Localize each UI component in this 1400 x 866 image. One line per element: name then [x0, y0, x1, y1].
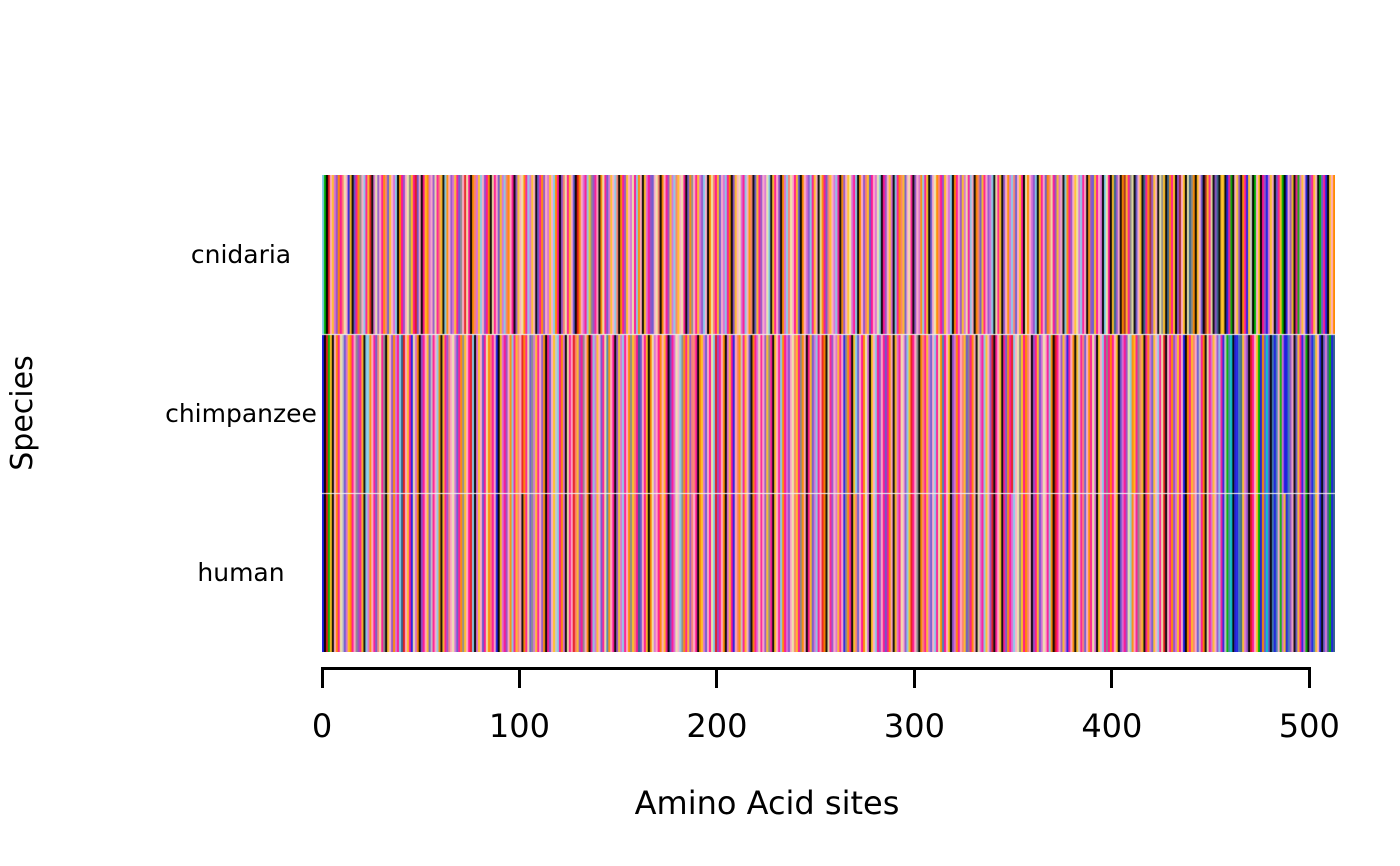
- x-tick-label: 200: [686, 707, 748, 745]
- x-tick-label: 100: [488, 707, 550, 745]
- x-tick-label: 0: [311, 707, 333, 745]
- y-tick-label-cnidaria: cnidaria: [190, 239, 292, 269]
- x-tick: [715, 667, 719, 688]
- x-tick: [1307, 667, 1311, 688]
- x-tick-label: 500: [1278, 707, 1340, 745]
- alignment-canvas: [322, 175, 1335, 652]
- y-tick-label-human: human: [197, 557, 285, 587]
- x-tick: [517, 667, 521, 688]
- x-axis-line: [320, 667, 1311, 670]
- y-tick-label-chimpanzee: chimpanzee: [165, 398, 317, 428]
- x-tick: [320, 667, 324, 688]
- x-tick: [1110, 667, 1114, 688]
- y-axis-title: Species: [5, 355, 40, 471]
- x-tick-label: 400: [1081, 707, 1143, 745]
- x-axis-title: Amino Acid sites: [634, 784, 900, 822]
- x-tick: [912, 667, 916, 688]
- x-tick-label: 300: [883, 707, 945, 745]
